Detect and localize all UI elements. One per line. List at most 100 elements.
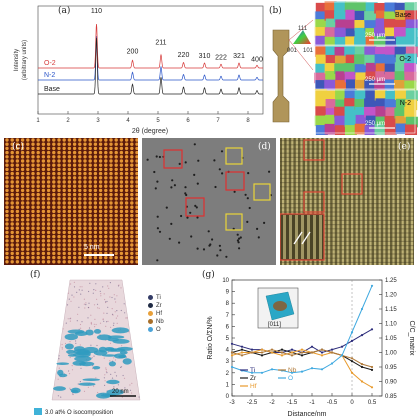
panel-b-ebsd: (b) 111 001 101 Base 250 μm O-2 250 μm N-2 25… xyxy=(265,0,418,135)
peak-label-321: 321 xyxy=(233,53,245,60)
ebsd-grain xyxy=(395,115,408,127)
ebsd-grain xyxy=(315,2,328,14)
atom-column xyxy=(109,255,113,260)
atom-column xyxy=(109,138,113,142)
atom-column xyxy=(78,142,82,146)
atom-column xyxy=(109,247,113,251)
atom-column xyxy=(88,243,92,247)
point-zr xyxy=(350,360,354,363)
atom-column xyxy=(41,197,46,201)
atom-column xyxy=(52,255,56,260)
atom-column xyxy=(67,150,72,155)
atom-column xyxy=(130,155,134,159)
apt-atom xyxy=(93,304,96,306)
atom-column xyxy=(130,218,134,222)
ebsd-grain xyxy=(365,89,378,100)
atom-column xyxy=(83,234,87,239)
ebsd-grain xyxy=(354,46,367,57)
atom-column xyxy=(20,192,25,197)
apt-atom xyxy=(70,317,72,319)
atom-column xyxy=(119,171,124,176)
atom-column xyxy=(130,171,134,176)
apt-atom xyxy=(64,342,67,345)
lattice-fringe-h xyxy=(280,232,414,234)
ebsd-grain xyxy=(394,19,407,31)
atom-column xyxy=(83,150,87,155)
atom-column xyxy=(72,260,77,264)
atom-column xyxy=(93,142,98,146)
apt-atom xyxy=(117,384,119,386)
atom-column xyxy=(83,159,87,163)
apt-atom xyxy=(84,307,86,309)
ebsd-grain xyxy=(314,11,327,23)
atom-column xyxy=(124,192,129,197)
apt-atom xyxy=(125,317,127,319)
ebsd-grain xyxy=(405,46,418,58)
ebsd-grain xyxy=(375,18,388,29)
atom-column xyxy=(104,201,108,205)
atom-column xyxy=(20,163,25,167)
point-hf xyxy=(370,386,374,389)
ipf-101: 101 xyxy=(303,48,314,54)
atom-column xyxy=(52,230,56,235)
apt-atom xyxy=(114,311,116,313)
ebsd-grain xyxy=(365,2,378,13)
atom-column xyxy=(15,188,20,193)
apt-atom xyxy=(103,293,105,295)
apt-atom xyxy=(100,295,102,297)
atom-column xyxy=(114,209,118,214)
peak-label-310: 310 xyxy=(199,53,211,60)
point-o xyxy=(340,354,344,357)
atom-column xyxy=(67,142,72,146)
defect-dot xyxy=(221,172,224,175)
atom-column xyxy=(78,146,82,151)
atom-column xyxy=(104,230,108,235)
ebsd-grain xyxy=(314,19,327,30)
zoom-fringe xyxy=(289,215,292,259)
atom-column xyxy=(41,205,46,209)
atom-column xyxy=(67,230,72,235)
ebsd-grain xyxy=(365,71,378,83)
ebsd-grain xyxy=(335,99,348,111)
atom-column xyxy=(93,171,98,176)
atom-column xyxy=(57,184,61,188)
atom-column xyxy=(130,239,134,243)
atom-column xyxy=(52,239,56,243)
ebsd-grain xyxy=(375,98,388,109)
atom-column xyxy=(41,201,46,205)
atom-column xyxy=(119,205,124,209)
ebsd-grain xyxy=(344,125,357,135)
defect-dot xyxy=(153,170,156,174)
atom-column xyxy=(135,155,138,159)
apt-atom xyxy=(60,396,62,398)
atom-column xyxy=(31,167,35,172)
atom-column xyxy=(31,205,35,209)
defect-dot xyxy=(195,206,198,209)
defect-dot xyxy=(170,222,173,225)
apt-atom xyxy=(58,355,60,357)
atom-column xyxy=(36,142,40,146)
atom-column xyxy=(135,260,138,264)
atom-column xyxy=(124,243,129,247)
atom-column xyxy=(10,222,14,226)
apt-atom xyxy=(77,313,79,315)
atom-column xyxy=(98,171,103,176)
defect-dot xyxy=(257,236,260,239)
atom-column xyxy=(119,163,124,167)
ebsd-grain xyxy=(334,106,347,118)
atom-column xyxy=(10,234,14,239)
atom-column xyxy=(41,142,46,146)
atom-column xyxy=(98,243,103,247)
ebsd-grain xyxy=(324,79,337,91)
atom-column xyxy=(135,247,138,251)
ebsd-grain xyxy=(345,28,358,40)
apt-atom xyxy=(87,317,89,319)
defect-dot xyxy=(185,193,188,197)
atom-column xyxy=(124,201,129,205)
atom-column xyxy=(67,180,72,184)
defect-dot xyxy=(247,172,250,175)
apt-reconstruction: 20 nm 3.0 at% O isocomposition xyxy=(34,279,141,416)
atom-column xyxy=(83,226,87,230)
atom-column xyxy=(114,243,118,247)
apt-atom xyxy=(57,378,59,380)
